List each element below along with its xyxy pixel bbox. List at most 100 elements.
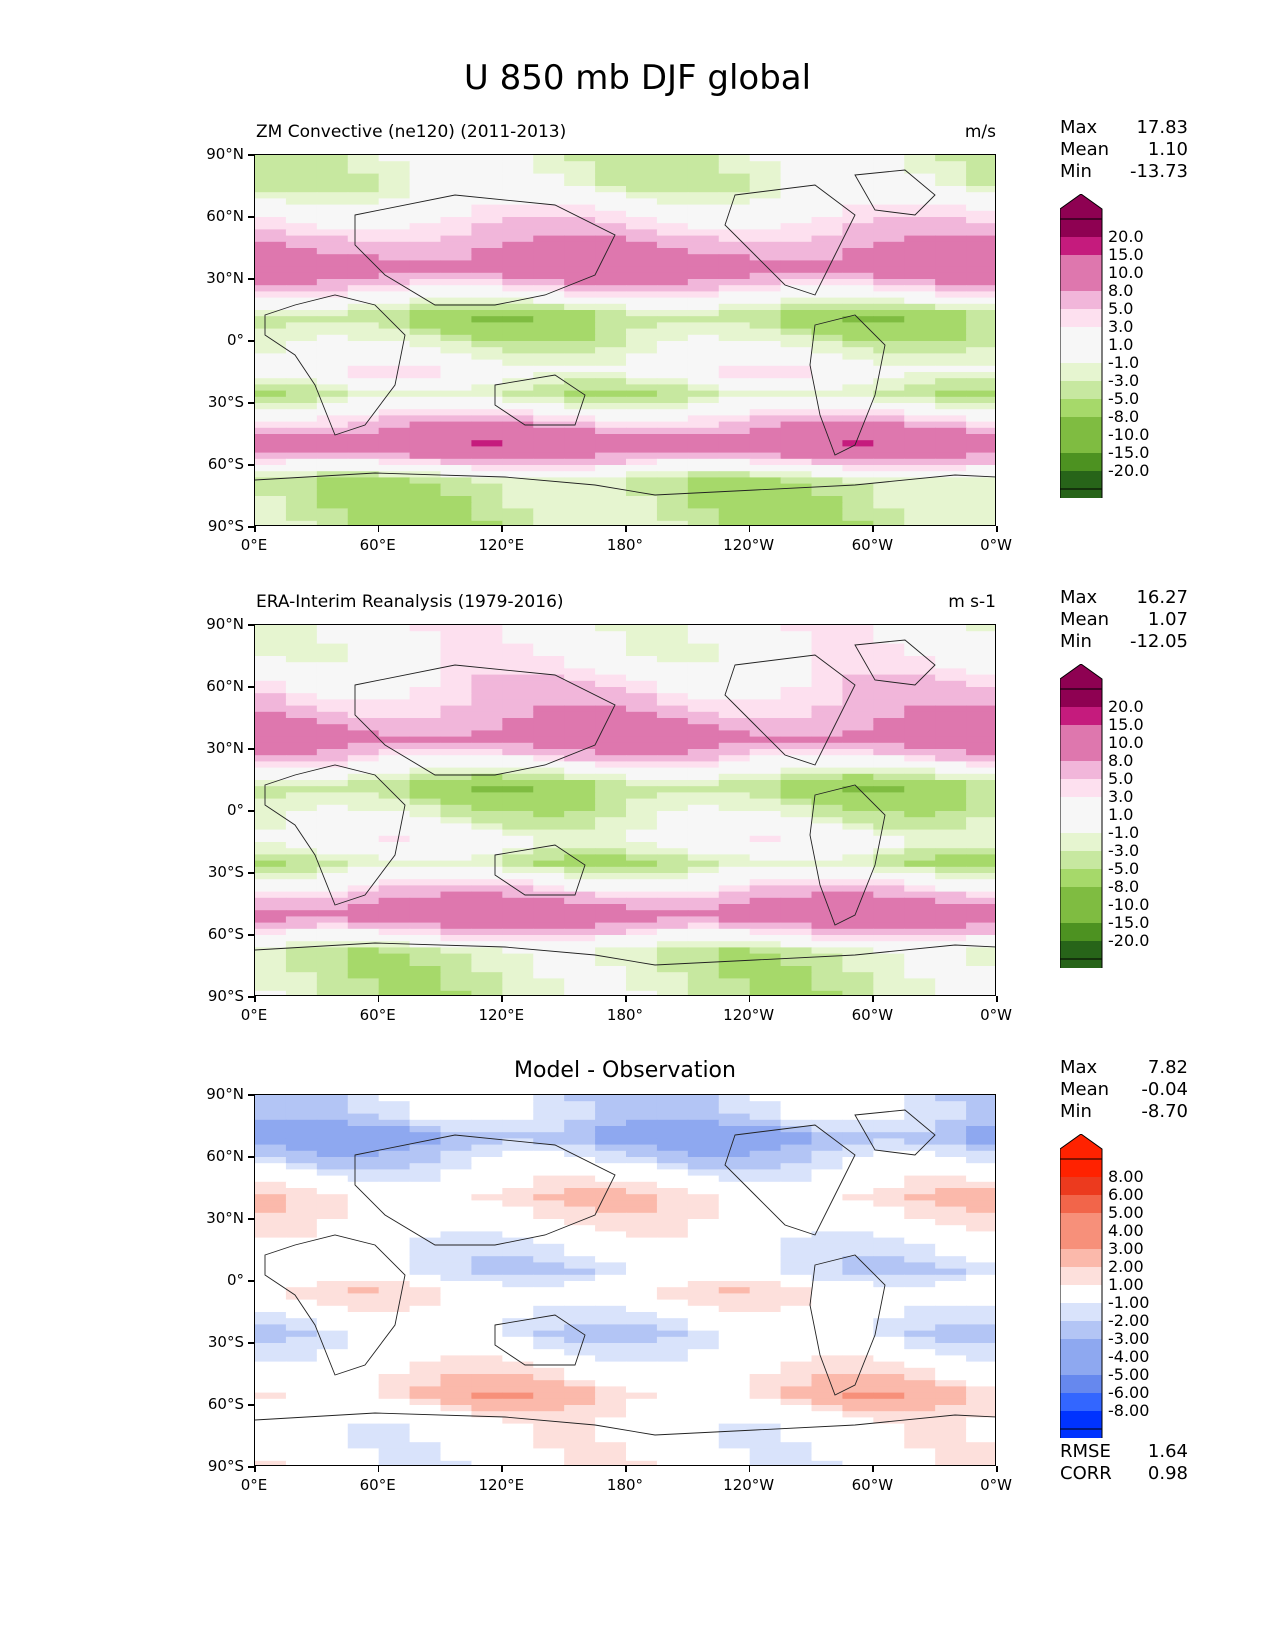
map-cell bbox=[595, 941, 627, 948]
map-cell bbox=[595, 1113, 627, 1121]
map-cell bbox=[687, 891, 720, 899]
map-cell bbox=[502, 496, 534, 503]
map-cell bbox=[687, 910, 720, 917]
map-cell bbox=[780, 316, 813, 323]
map-cell bbox=[873, 322, 905, 330]
map-cell bbox=[533, 984, 565, 992]
map-cell bbox=[873, 359, 905, 367]
map-cell bbox=[409, 1417, 442, 1425]
map-cell bbox=[966, 1206, 995, 1214]
map-cell bbox=[811, 1299, 844, 1307]
map-cell bbox=[935, 409, 967, 416]
map-cell bbox=[687, 1411, 720, 1418]
map-cell bbox=[626, 1175, 658, 1183]
map-cell bbox=[440, 798, 473, 806]
map-cell bbox=[316, 730, 349, 738]
map-cell bbox=[966, 1107, 995, 1115]
map-cell bbox=[904, 935, 936, 942]
map-cell bbox=[749, 217, 782, 224]
map-cell bbox=[935, 1423, 967, 1431]
map-cell bbox=[935, 297, 967, 305]
map-cell bbox=[595, 390, 627, 398]
map-cell bbox=[595, 477, 627, 485]
map-cell bbox=[347, 1293, 380, 1301]
map-cell bbox=[811, 409, 844, 416]
map-cell bbox=[842, 1417, 874, 1425]
map-cell bbox=[347, 223, 380, 230]
map-cell bbox=[378, 1169, 411, 1177]
map-cell bbox=[564, 1355, 596, 1363]
map-cell bbox=[440, 1144, 473, 1152]
map-cell bbox=[347, 322, 380, 330]
map-cell bbox=[873, 1243, 905, 1251]
colorbar-extend-min bbox=[1060, 488, 1103, 498]
map-cell bbox=[842, 1138, 874, 1146]
map-cell bbox=[502, 687, 534, 694]
map-cell bbox=[842, 440, 874, 447]
map-cell bbox=[904, 1436, 936, 1443]
map-cell bbox=[935, 1355, 967, 1363]
map-cell bbox=[687, 711, 720, 719]
map-cell bbox=[811, 829, 844, 837]
map-cell bbox=[718, 1299, 751, 1307]
map-cell bbox=[595, 711, 627, 719]
map-cell bbox=[255, 835, 287, 843]
map-cell bbox=[409, 755, 442, 762]
map-cell bbox=[564, 724, 596, 731]
map-cell bbox=[347, 279, 380, 286]
map-cell bbox=[966, 1119, 995, 1127]
map-cell bbox=[409, 1157, 442, 1164]
map-cell bbox=[873, 520, 905, 525]
map-cell bbox=[656, 1367, 689, 1375]
map-cell bbox=[440, 291, 473, 299]
map-cell bbox=[811, 780, 844, 787]
map-cell bbox=[842, 241, 874, 249]
map-cell bbox=[471, 959, 503, 967]
map-cell bbox=[378, 291, 411, 299]
map-cell bbox=[811, 471, 844, 478]
map-cell bbox=[780, 1336, 813, 1344]
map-cell bbox=[626, 711, 658, 719]
map-cell bbox=[811, 897, 844, 905]
map-cell bbox=[564, 179, 596, 187]
map-cell bbox=[966, 804, 995, 812]
map-cell bbox=[718, 514, 751, 522]
map-cell bbox=[780, 1293, 813, 1301]
map-cell bbox=[873, 465, 905, 472]
map-cell bbox=[316, 897, 349, 905]
map-cell bbox=[749, 372, 782, 379]
map-cell bbox=[749, 1175, 782, 1183]
map-cell bbox=[718, 835, 751, 843]
coastline bbox=[494, 374, 586, 426]
map-cell bbox=[471, 520, 503, 525]
map-cell bbox=[440, 1349, 473, 1356]
map-cell bbox=[811, 817, 844, 824]
map-cell bbox=[811, 972, 844, 979]
map-cell bbox=[502, 1380, 534, 1387]
map-cell bbox=[409, 452, 442, 460]
map-cell bbox=[409, 390, 442, 398]
map-cell bbox=[780, 724, 813, 731]
x-tick-label: 0°E bbox=[240, 1006, 268, 1024]
map-cell bbox=[749, 1386, 782, 1394]
map-cell bbox=[347, 674, 380, 682]
map-cell bbox=[718, 458, 751, 466]
map-cell bbox=[471, 198, 503, 206]
map-cell bbox=[656, 297, 689, 305]
y-tick-mark bbox=[248, 686, 254, 688]
map-cell bbox=[873, 1268, 905, 1276]
map-cell bbox=[749, 1181, 782, 1189]
map-cell bbox=[873, 842, 905, 849]
map-cell bbox=[285, 384, 318, 392]
map-cell bbox=[687, 687, 720, 694]
map-cell bbox=[378, 248, 411, 255]
map-cell bbox=[378, 1318, 411, 1325]
map-cell bbox=[285, 817, 318, 824]
map-cell bbox=[749, 260, 782, 268]
map-cell bbox=[718, 359, 751, 367]
map-cell bbox=[904, 1367, 936, 1375]
map-cell bbox=[966, 730, 995, 738]
map-cell bbox=[873, 421, 905, 429]
map-cell bbox=[749, 285, 782, 292]
map-cell bbox=[409, 310, 442, 317]
